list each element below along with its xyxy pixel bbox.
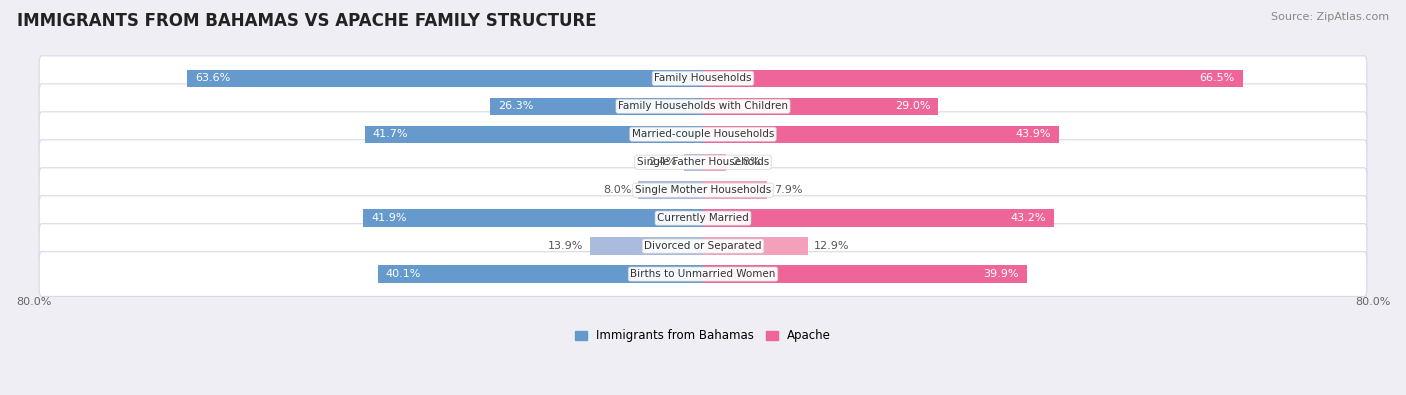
Text: 63.6%: 63.6%	[195, 73, 231, 83]
Bar	[703, 98, 938, 115]
Bar	[489, 98, 703, 115]
Text: 12.9%: 12.9%	[814, 241, 849, 251]
Text: Currently Married: Currently Married	[657, 213, 749, 223]
Text: Single Mother Households: Single Mother Households	[636, 185, 770, 195]
Bar	[703, 265, 1026, 283]
Text: Family Households: Family Households	[654, 73, 752, 83]
FancyBboxPatch shape	[39, 224, 1367, 269]
Text: 40.1%: 40.1%	[385, 269, 420, 279]
Text: 43.2%: 43.2%	[1010, 213, 1046, 223]
Text: 29.0%: 29.0%	[894, 101, 931, 111]
Text: Single Father Households: Single Father Households	[637, 157, 769, 167]
FancyBboxPatch shape	[39, 84, 1367, 129]
Text: 13.9%: 13.9%	[548, 241, 583, 251]
Text: 2.8%: 2.8%	[733, 157, 761, 167]
Text: 7.9%: 7.9%	[773, 185, 801, 195]
FancyBboxPatch shape	[39, 56, 1367, 101]
Text: 8.0%: 8.0%	[603, 185, 631, 195]
Text: Married-couple Households: Married-couple Households	[631, 129, 775, 139]
FancyBboxPatch shape	[39, 252, 1367, 296]
Text: 2.4%: 2.4%	[648, 157, 678, 167]
Text: 66.5%: 66.5%	[1199, 73, 1234, 83]
Bar	[187, 70, 703, 87]
Text: 80.0%: 80.0%	[1355, 297, 1391, 307]
Text: Divorced or Separated: Divorced or Separated	[644, 241, 762, 251]
Text: 26.3%: 26.3%	[498, 101, 533, 111]
FancyBboxPatch shape	[39, 168, 1367, 213]
Text: 80.0%: 80.0%	[15, 297, 51, 307]
Text: IMMIGRANTS FROM BAHAMAS VS APACHE FAMILY STRUCTURE: IMMIGRANTS FROM BAHAMAS VS APACHE FAMILY…	[17, 12, 596, 30]
Legend: Immigrants from Bahamas, Apache: Immigrants from Bahamas, Apache	[571, 325, 835, 347]
FancyBboxPatch shape	[39, 112, 1367, 156]
Bar	[364, 126, 703, 143]
Bar	[363, 209, 703, 227]
Text: Births to Unmarried Women: Births to Unmarried Women	[630, 269, 776, 279]
Bar	[703, 209, 1053, 227]
FancyBboxPatch shape	[39, 140, 1367, 184]
Text: 41.9%: 41.9%	[371, 213, 406, 223]
Bar	[703, 154, 725, 171]
Bar	[703, 70, 1243, 87]
Text: 43.9%: 43.9%	[1015, 129, 1052, 139]
Text: Family Households with Children: Family Households with Children	[619, 101, 787, 111]
Bar	[703, 237, 807, 255]
Bar	[591, 237, 703, 255]
FancyBboxPatch shape	[39, 196, 1367, 241]
Text: 39.9%: 39.9%	[983, 269, 1019, 279]
Bar	[378, 265, 703, 283]
Bar	[703, 181, 768, 199]
Bar	[638, 181, 703, 199]
Bar	[683, 154, 703, 171]
Text: 41.7%: 41.7%	[373, 129, 408, 139]
Bar	[703, 126, 1059, 143]
Text: Source: ZipAtlas.com: Source: ZipAtlas.com	[1271, 12, 1389, 22]
